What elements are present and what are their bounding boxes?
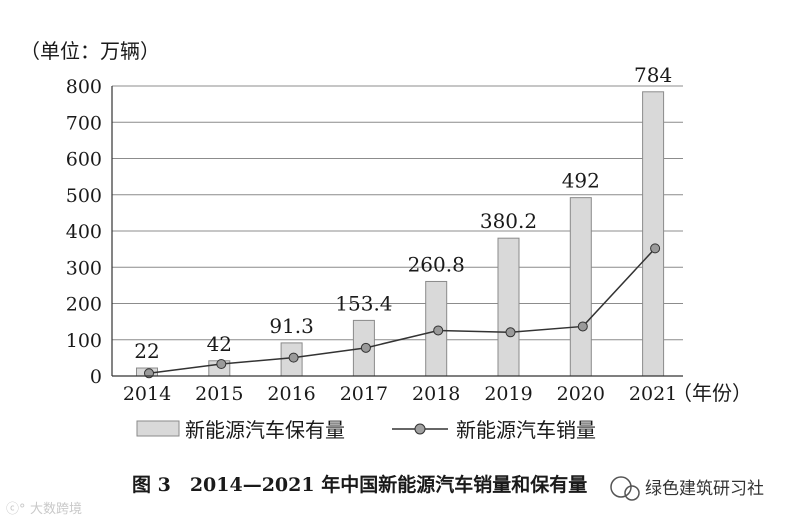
y-tick-label-500: 500 (66, 185, 102, 207)
legend-line-marker (414, 423, 426, 435)
y-tick-label-600: 600 (66, 149, 102, 171)
sales-point-2021 (650, 243, 661, 254)
y-tick-label-0: 0 (90, 366, 102, 388)
watermark-left-logo-icon: ⓒ° (6, 502, 26, 517)
y-tick-label-700: 700 (66, 112, 102, 134)
wechat-logo-icon-inner (624, 485, 640, 501)
data-label-2021: 784 (634, 63, 672, 87)
x-tick-label-2015: 2015 (195, 383, 243, 405)
sales-point-2017 (360, 342, 371, 353)
data-label-2017: 153.4 (335, 291, 392, 315)
legend-line-label: 新能源汽车销量 (456, 418, 596, 442)
x-tick-label-2016: 2016 (267, 383, 315, 405)
legend-bar-label: 新能源汽车保有量 (185, 418, 345, 442)
label-layer: 22 42 91.3 153.4 260.8 380.2 492 784 (134, 63, 672, 363)
axis-layer: 0 100 200 300 400 500 600 700 800 2014 2015 2016 201… (66, 76, 683, 405)
y-tick-label-400: 400 (66, 221, 102, 243)
legend: 新能源汽车保有量 新能源汽车销量 (136, 418, 596, 442)
sales-point-2018 (433, 325, 444, 336)
legend-bar-swatch (136, 420, 180, 437)
watermark-left: ⓒ° 大数跨境 (6, 502, 82, 517)
bar-2019 (497, 237, 520, 377)
data-label-2019: 380.2 (480, 209, 537, 233)
wechat-logo-icon (610, 476, 632, 498)
data-label-2015: 42 (207, 332, 232, 356)
x-unit-label: （年份） (672, 381, 752, 405)
y-tick-label-200: 200 (66, 294, 102, 316)
y-tick-label-300: 300 (66, 257, 102, 279)
x-tick-label-2017: 2017 (340, 383, 388, 405)
data-label-2016: 91.3 (269, 314, 314, 338)
y-unit-label: （单位：万辆） (20, 39, 160, 63)
sales-point-2015 (216, 359, 227, 370)
x-tick-label-2020: 2020 (557, 383, 605, 405)
figure-caption: 图 3 2014—2021 年中国新能源汽车销量和保有量 (132, 473, 587, 496)
x-tick-label-2019: 2019 (484, 383, 532, 405)
x-tick-label-2021: 2021 (629, 383, 677, 405)
data-label-2020: 492 (562, 169, 600, 193)
sales-point-2020 (577, 321, 588, 332)
y-tick-label-800: 800 (66, 76, 102, 98)
grid-layer (112, 85, 683, 341)
watermark-right: 绿色建筑研习社 (610, 476, 764, 501)
data-label-2018: 260.8 (408, 252, 465, 276)
sales-point-2016 (288, 352, 299, 363)
bar-layer (136, 91, 665, 377)
data-label-2014: 22 (134, 339, 159, 363)
watermark-right-text: 绿色建筑研习社 (645, 479, 764, 499)
sales-line (148, 247, 656, 375)
bar-2020 (569, 197, 592, 377)
x-tick-label-2014: 2014 (123, 383, 171, 405)
bar-2021 (642, 91, 665, 377)
sales-point-2019 (505, 327, 516, 338)
y-tick-label-100: 100 (66, 330, 102, 352)
line-layer (144, 243, 661, 379)
x-tick-label-2018: 2018 (412, 383, 460, 405)
watermark-left-text: 大数跨境 (30, 502, 82, 517)
